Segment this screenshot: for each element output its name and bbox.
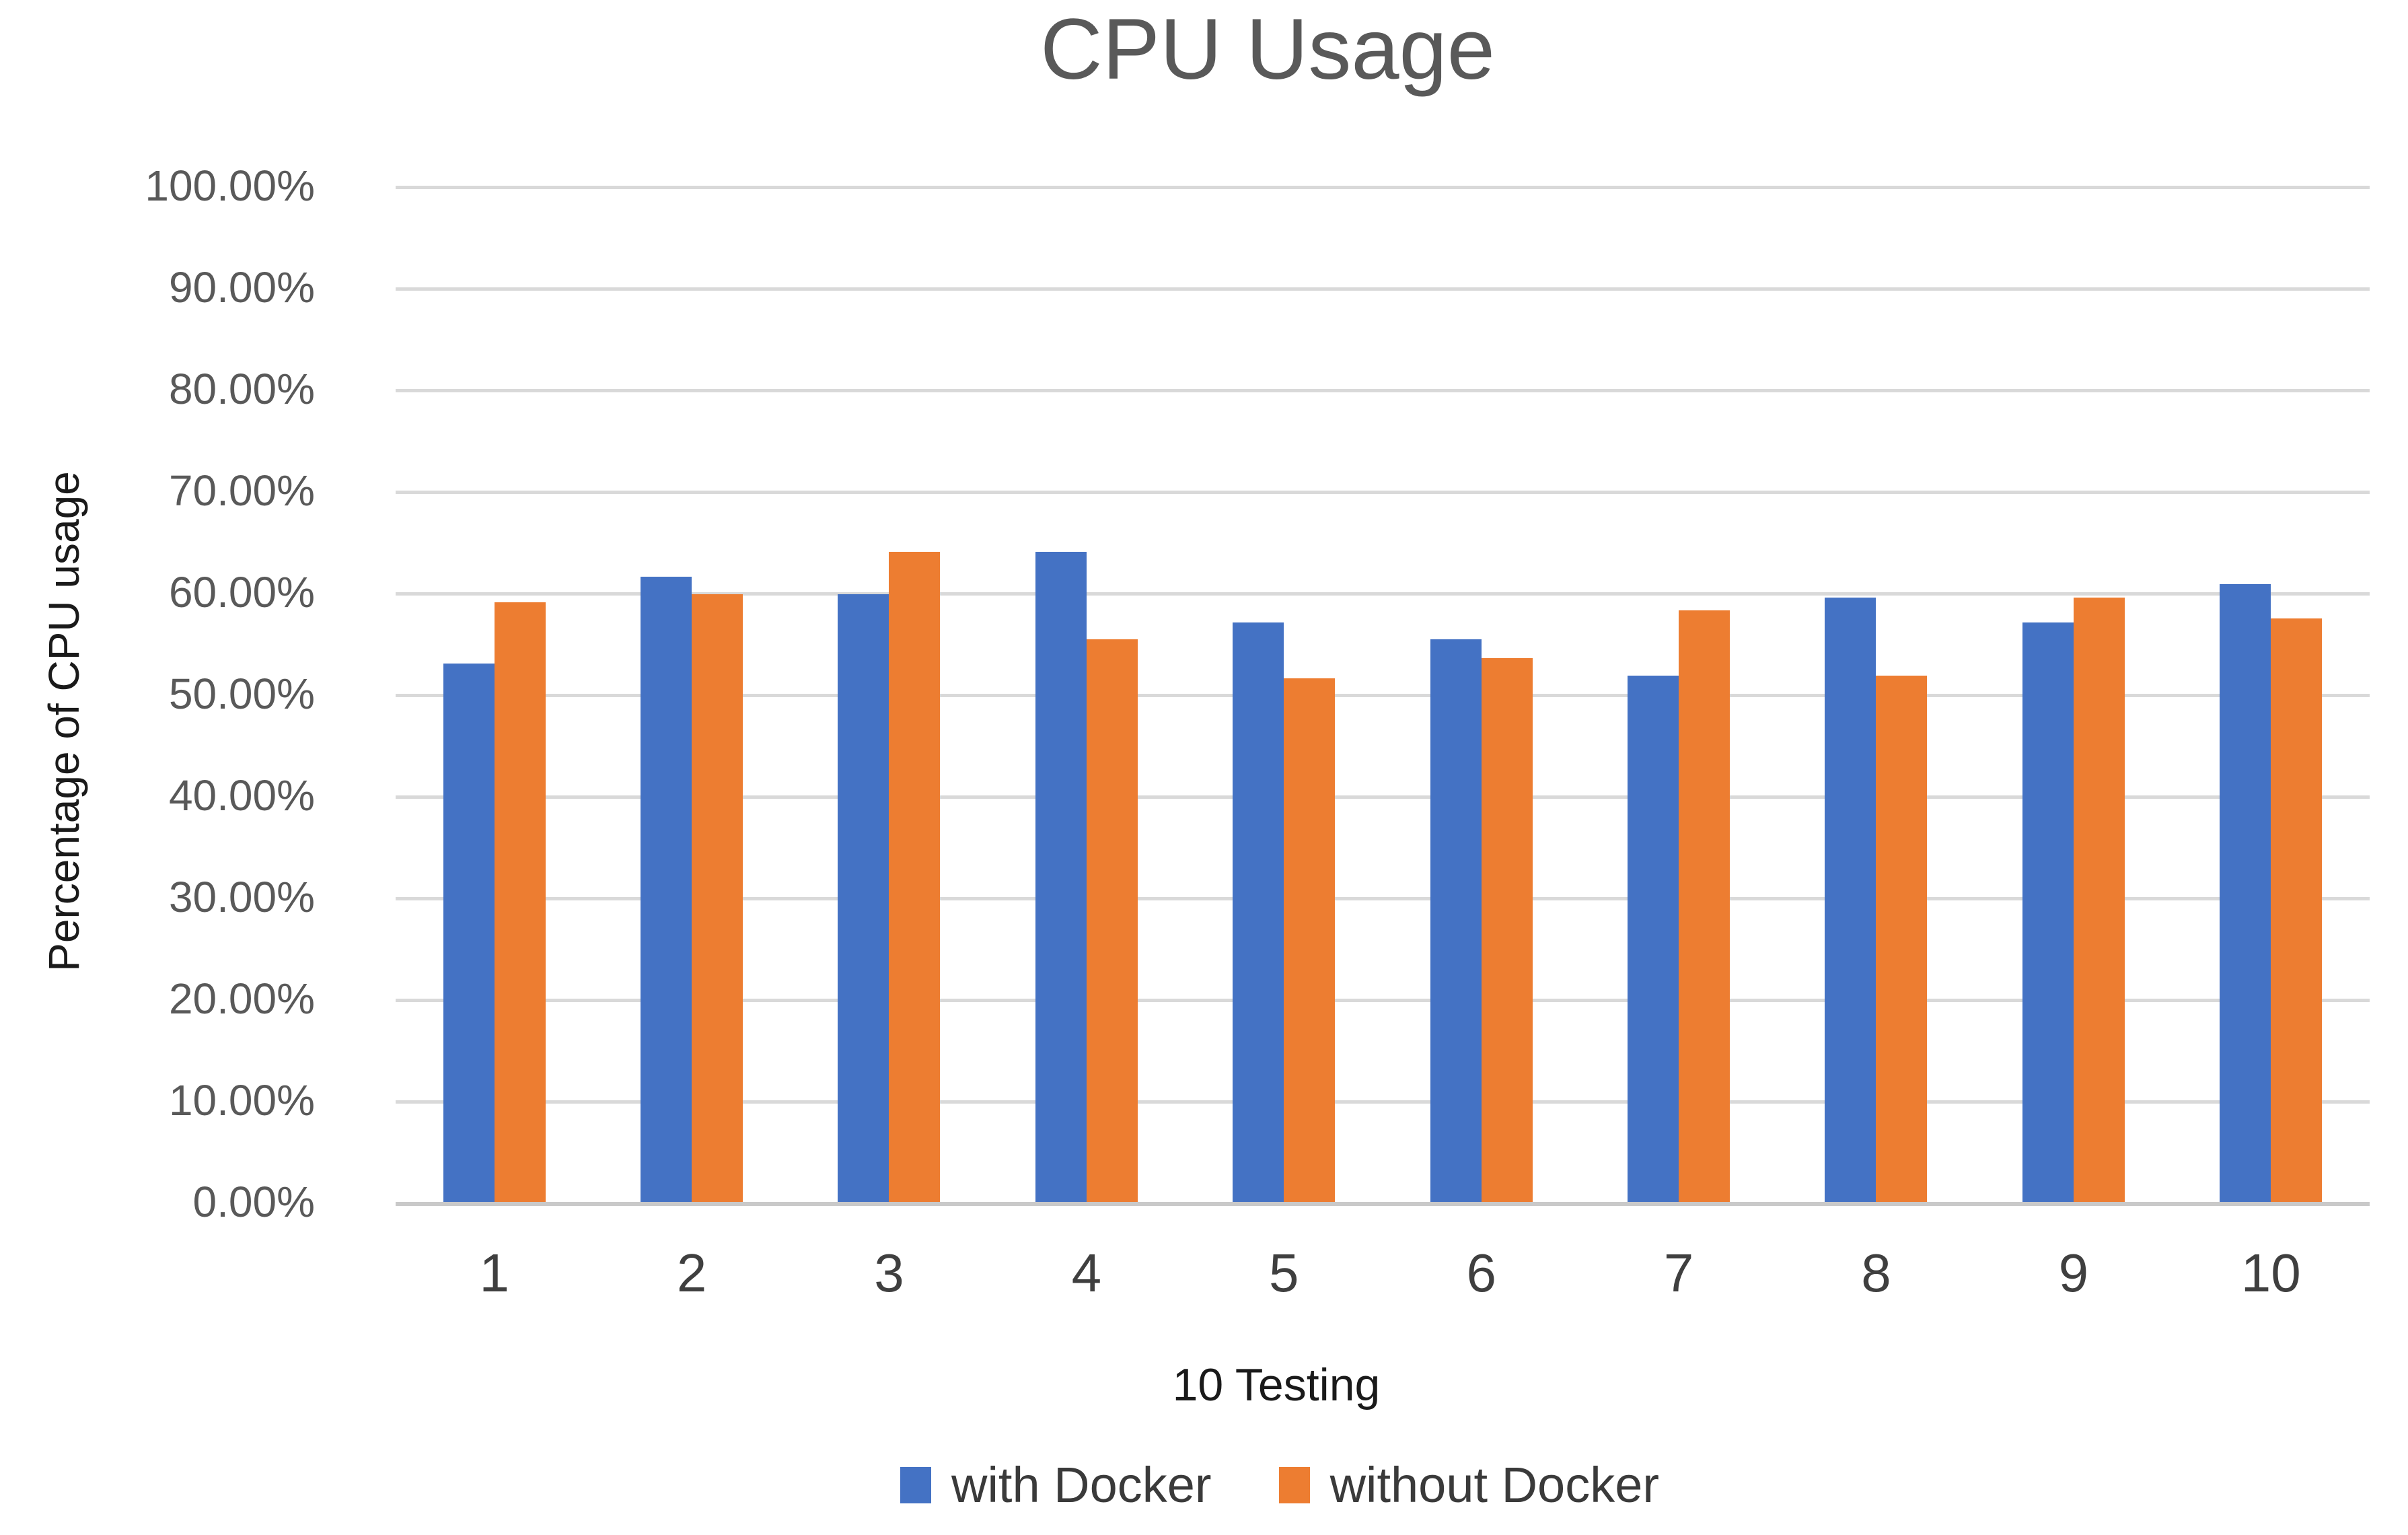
gridline xyxy=(396,389,2370,392)
x-tick-label: 8 xyxy=(1861,1243,1891,1303)
y-tick-label: 60.00% xyxy=(168,568,315,616)
bar-with-docker-1 xyxy=(443,663,495,1202)
bar-with-docker-8 xyxy=(1825,597,1876,1202)
bar-without-docker-1 xyxy=(494,602,546,1202)
x-tick-label: 9 xyxy=(2058,1243,2089,1303)
x-axis-title: 10 Testing xyxy=(1172,1359,1381,1411)
bar-with-docker-7 xyxy=(1628,675,1679,1202)
x-tick-label: 4 xyxy=(1071,1243,1102,1303)
bar-with-docker-5 xyxy=(1233,622,1284,1202)
x-tick-label: 6 xyxy=(1466,1243,1496,1303)
bar-with-docker-3 xyxy=(838,594,889,1202)
gridline xyxy=(396,287,2370,291)
bar-with-docker-10 xyxy=(2220,583,2271,1202)
gridline xyxy=(396,491,2370,494)
bar-group-10 xyxy=(2173,186,2370,1202)
bar-group-2 xyxy=(593,186,790,1202)
legend-item-with-docker: with Docker xyxy=(900,1460,1212,1510)
bar-group-5 xyxy=(1185,186,1383,1202)
bar-without-docker-6 xyxy=(1481,658,1533,1202)
gridline xyxy=(396,1100,2370,1104)
legend: with Docker without Docker xyxy=(900,1460,1659,1510)
bar-without-docker-9 xyxy=(2073,597,2125,1202)
x-axis-line xyxy=(396,1202,2370,1206)
legend-label-with-docker: with Docker xyxy=(951,1457,1212,1513)
legend-swatch-with-docker xyxy=(900,1467,932,1503)
bar-without-docker-3 xyxy=(889,551,941,1202)
bar-without-docker-4 xyxy=(1086,639,1138,1202)
gridline xyxy=(396,186,2370,189)
x-tick-label: 5 xyxy=(1269,1243,1299,1303)
x-tick-label: 2 xyxy=(676,1243,707,1303)
bar-group-9 xyxy=(1975,186,2172,1202)
bar-group-4 xyxy=(988,186,1185,1202)
bar-without-docker-2 xyxy=(692,594,743,1202)
bar-group-3 xyxy=(791,186,988,1202)
bar-without-docker-7 xyxy=(1679,610,1730,1202)
legend-item-without-docker: without Docker xyxy=(1278,1457,1659,1513)
y-tick-label: 50.00% xyxy=(168,670,315,718)
x-tick-label: 3 xyxy=(874,1243,904,1303)
legend-swatch-without-docker xyxy=(1278,1467,1310,1503)
bar-group-8 xyxy=(1778,186,1975,1202)
x-tick-label: 7 xyxy=(1663,1243,1694,1303)
x-tick-label: 10 xyxy=(2240,1243,2301,1303)
bar-with-docker-6 xyxy=(1430,639,1482,1202)
y-tick-label: 10.00% xyxy=(168,1076,315,1125)
y-tick-label: 20.00% xyxy=(168,974,315,1023)
gridline xyxy=(396,795,2370,799)
bar-without-docker-5 xyxy=(1284,678,1336,1202)
bar-group-7 xyxy=(1580,186,1777,1202)
y-tick-label: 30.00% xyxy=(168,873,315,921)
y-tick-label: 80.00% xyxy=(168,365,315,413)
bar-with-docker-2 xyxy=(641,577,692,1202)
bar-group-6 xyxy=(1383,186,1580,1202)
y-tick-label: 90.00% xyxy=(168,263,315,312)
gridline xyxy=(396,897,2370,900)
chart-title: CPU Usage xyxy=(1040,1,1495,98)
bar-without-docker-10 xyxy=(2271,618,2323,1202)
bar-group-1 xyxy=(396,186,593,1202)
y-tick-label: 0.00% xyxy=(192,1178,315,1226)
y-tick-label: 40.00% xyxy=(168,771,315,820)
y-tick-label: 100.00% xyxy=(145,162,315,210)
x-tick-label: 1 xyxy=(479,1243,509,1303)
legend-label-without-docker: without Docker xyxy=(1329,1457,1659,1513)
y-tick-label: 70.00% xyxy=(168,466,315,515)
bar-without-docker-8 xyxy=(1876,675,1928,1202)
gridline xyxy=(396,694,2370,697)
gridline xyxy=(396,592,2370,596)
plot-area xyxy=(396,186,2370,1206)
bar-with-docker-4 xyxy=(1035,551,1087,1202)
bar-with-docker-9 xyxy=(2022,622,2074,1202)
gridline xyxy=(396,999,2370,1002)
